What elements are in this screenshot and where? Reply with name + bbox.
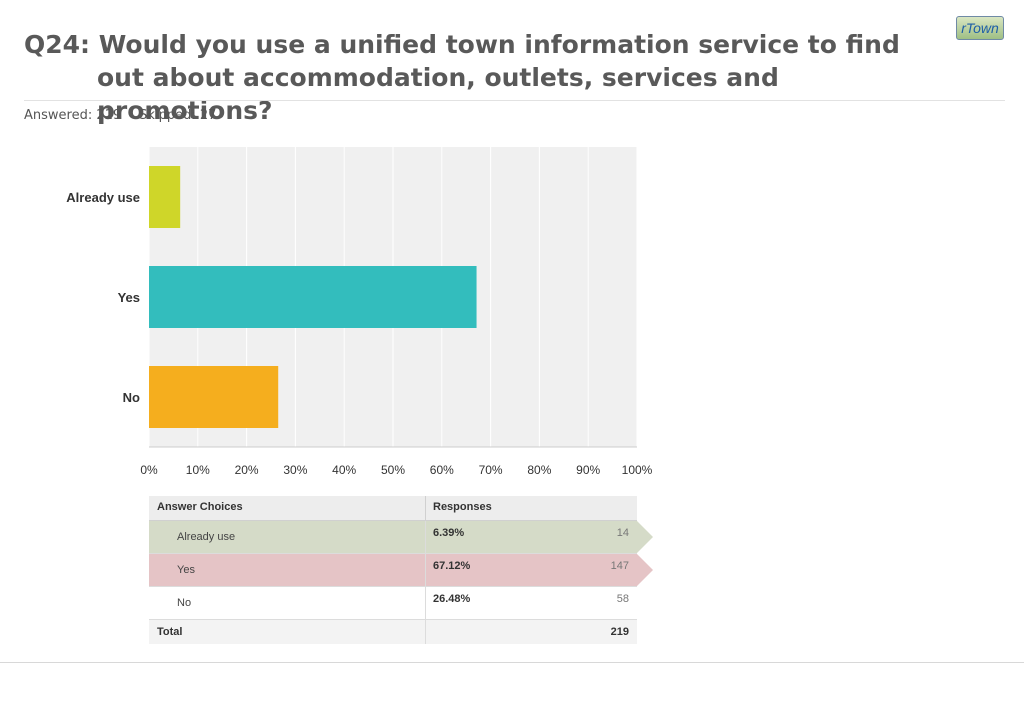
column-divider: [425, 554, 426, 586]
total-value: 219: [610, 626, 629, 638]
header-responses: Responses: [433, 501, 492, 513]
header-answer-choices: Answer Choices: [157, 501, 243, 513]
x-tick-label: 40%: [332, 463, 356, 477]
x-tick-label: 60%: [430, 463, 454, 477]
choice-label: No: [177, 597, 192, 609]
y-tick-label: Yes: [118, 290, 140, 305]
skipped-count: Skipped: 27: [139, 108, 217, 123]
footer-divider: [0, 662, 1024, 663]
bar: [149, 366, 279, 428]
highlight-arrow: [637, 521, 653, 553]
bar: [149, 166, 181, 228]
column-divider: [425, 496, 426, 520]
choice-count: 14: [616, 527, 629, 539]
x-tick-label: 10%: [186, 463, 210, 477]
x-tick-label: 80%: [527, 463, 551, 477]
table-row: No 26.48% 58: [149, 587, 637, 620]
response-summary: Answered: 219 Skipped: 27: [24, 108, 216, 123]
bar: [149, 266, 477, 328]
rtown-logo: rTown: [956, 16, 1004, 40]
answered-count: Answered: 219: [24, 108, 122, 123]
table-row: Already use 6.39% 14: [149, 521, 653, 554]
choice-percent: 67.12%: [433, 560, 471, 572]
x-tick-label: 100%: [622, 463, 653, 477]
title-divider: [24, 100, 1005, 101]
x-tick-label: 30%: [283, 463, 307, 477]
responses-table: Answer Choices Responses Already use 6.3…: [149, 496, 653, 644]
y-tick-label: Already use: [66, 190, 140, 205]
column-divider: [425, 587, 426, 619]
column-divider: [425, 521, 426, 553]
choice-label: Already use: [177, 531, 236, 543]
x-tick-label: 0%: [140, 463, 158, 477]
table-row: Yes 67.12% 147: [149, 554, 653, 587]
choice-count: 147: [610, 560, 629, 572]
x-tick-label: 70%: [479, 463, 503, 477]
table-header: Answer Choices Responses: [149, 496, 637, 521]
choice-label: Yes: [177, 564, 195, 576]
x-tick-label: 20%: [235, 463, 259, 477]
x-tick-label: 90%: [576, 463, 600, 477]
column-divider: [425, 620, 426, 644]
table-total-row: Total 219: [149, 620, 637, 644]
choice-count: 58: [616, 593, 629, 605]
choice-percent: 26.48%: [433, 593, 471, 605]
highlight-arrow: [637, 554, 653, 586]
y-tick-label: No: [123, 390, 140, 405]
x-tick-label: 50%: [381, 463, 405, 477]
bar-chart: 0% 10% 20% 30% 40% 50% 60% 70% 80% 90% 100% Already…: [66, 147, 653, 477]
total-label: Total: [157, 626, 183, 638]
page-title: Q24: Would you use a unified town inform…: [24, 30, 900, 125]
choice-percent: 6.39%: [433, 527, 465, 539]
